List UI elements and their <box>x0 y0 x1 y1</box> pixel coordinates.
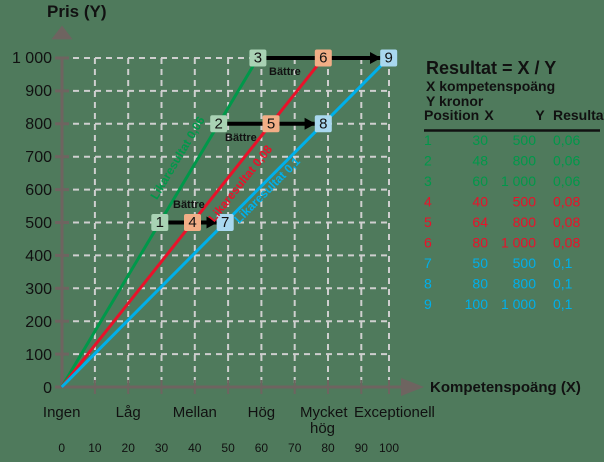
svg-text:Exceptionell: Exceptionell <box>354 404 435 421</box>
svg-text:100: 100 <box>25 347 52 364</box>
svg-text:64: 64 <box>472 214 488 230</box>
svg-text:0,06: 0,06 <box>553 173 580 189</box>
svg-text:Y: Y <box>535 107 545 123</box>
svg-text:5: 5 <box>267 115 275 132</box>
svg-text:50: 50 <box>221 441 235 455</box>
svg-text:40: 40 <box>472 194 488 210</box>
svg-text:60: 60 <box>472 173 488 189</box>
svg-text:30: 30 <box>472 132 488 148</box>
svg-text:X: X <box>484 107 494 123</box>
svg-text:Ingen: Ingen <box>43 404 81 421</box>
svg-text:600: 600 <box>25 182 52 199</box>
svg-text:7: 7 <box>424 255 432 271</box>
svg-text:6: 6 <box>319 50 327 67</box>
svg-text:Låg: Låg <box>116 404 141 421</box>
svg-text:0: 0 <box>58 441 65 455</box>
svg-text:hög: hög <box>310 420 335 437</box>
svg-text:0,06: 0,06 <box>553 153 580 169</box>
svg-text:0: 0 <box>43 380 52 397</box>
svg-text:500: 500 <box>513 194 537 210</box>
svg-text:200: 200 <box>25 314 52 331</box>
svg-text:40: 40 <box>188 441 202 455</box>
svg-text:3: 3 <box>424 173 432 189</box>
svg-text:0,08: 0,08 <box>553 194 580 210</box>
svg-text:100: 100 <box>379 441 399 455</box>
svg-text:9: 9 <box>424 296 432 312</box>
svg-text:20: 20 <box>122 441 136 455</box>
svg-text:10: 10 <box>88 441 102 455</box>
svg-text:4: 4 <box>424 194 432 210</box>
svg-text:6: 6 <box>424 235 432 251</box>
svg-text:100: 100 <box>465 296 489 312</box>
svg-text:2: 2 <box>424 153 432 169</box>
svg-text:1: 1 <box>424 132 432 148</box>
svg-text:800: 800 <box>513 153 537 169</box>
svg-text:Resultat: Resultat <box>553 107 604 123</box>
svg-text:Bättre: Bättre <box>173 199 205 211</box>
svg-text:0,1: 0,1 <box>553 255 573 271</box>
svg-text:2: 2 <box>215 115 223 132</box>
svg-text:1 000: 1 000 <box>501 235 536 251</box>
svg-text:X kompetenspoäng: X kompetenspoäng <box>426 78 555 94</box>
svg-text:Bättre: Bättre <box>269 66 301 78</box>
svg-text:0,08: 0,08 <box>553 214 580 230</box>
svg-text:50: 50 <box>472 255 488 271</box>
svg-text:1: 1 <box>156 214 164 231</box>
svg-text:800: 800 <box>25 116 52 133</box>
svg-text:1 000: 1 000 <box>12 50 52 67</box>
svg-text:8: 8 <box>424 276 432 292</box>
svg-text:80: 80 <box>472 235 488 251</box>
svg-text:1 000: 1 000 <box>501 173 536 189</box>
svg-text:Pris (Y): Pris (Y) <box>47 2 107 21</box>
svg-text:300: 300 <box>25 281 52 298</box>
svg-text:0,06: 0,06 <box>553 132 580 148</box>
svg-text:800: 800 <box>513 276 537 292</box>
svg-text:80: 80 <box>472 276 488 292</box>
svg-text:9: 9 <box>385 50 393 67</box>
svg-text:Hög: Hög <box>248 404 276 421</box>
svg-text:Mycket: Mycket <box>300 404 348 421</box>
svg-text:0,08: 0,08 <box>553 235 580 251</box>
svg-text:Bättre: Bättre <box>225 132 257 144</box>
svg-text:90: 90 <box>355 441 369 455</box>
svg-text:800: 800 <box>513 214 537 230</box>
svg-text:Kompetenspoäng (X): Kompetenspoäng (X) <box>430 379 581 396</box>
svg-text:8: 8 <box>319 115 327 132</box>
svg-text:0,1: 0,1 <box>553 276 573 292</box>
svg-text:500: 500 <box>513 132 537 148</box>
svg-text:700: 700 <box>25 149 52 166</box>
svg-text:Resultat = X / Y: Resultat = X / Y <box>426 58 556 78</box>
svg-text:5: 5 <box>424 214 432 230</box>
svg-text:0,1: 0,1 <box>553 296 573 312</box>
svg-text:70: 70 <box>288 441 302 455</box>
svg-text:Mellan: Mellan <box>173 404 217 421</box>
svg-text:4: 4 <box>188 214 196 231</box>
svg-text:60: 60 <box>255 441 269 455</box>
svg-text:30: 30 <box>155 441 169 455</box>
svg-text:48: 48 <box>472 153 488 169</box>
svg-text:1 000: 1 000 <box>501 296 536 312</box>
svg-text:3: 3 <box>254 50 262 67</box>
svg-text:500: 500 <box>25 215 52 232</box>
svg-text:80: 80 <box>321 441 335 455</box>
svg-text:900: 900 <box>25 83 52 100</box>
svg-text:500: 500 <box>513 255 537 271</box>
svg-text:400: 400 <box>25 248 52 265</box>
svg-text:Position: Position <box>424 107 479 123</box>
